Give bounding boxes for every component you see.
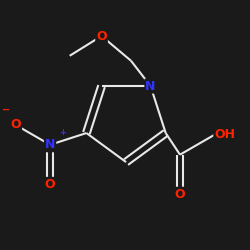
Text: O: O <box>10 118 21 132</box>
Text: OH: OH <box>214 128 235 141</box>
Text: O: O <box>45 178 56 191</box>
Text: O: O <box>96 30 107 43</box>
Text: +: + <box>59 128 66 137</box>
Text: N: N <box>145 80 156 92</box>
Text: O: O <box>175 188 185 201</box>
Text: −: − <box>2 105 10 115</box>
Text: N: N <box>45 138 55 151</box>
